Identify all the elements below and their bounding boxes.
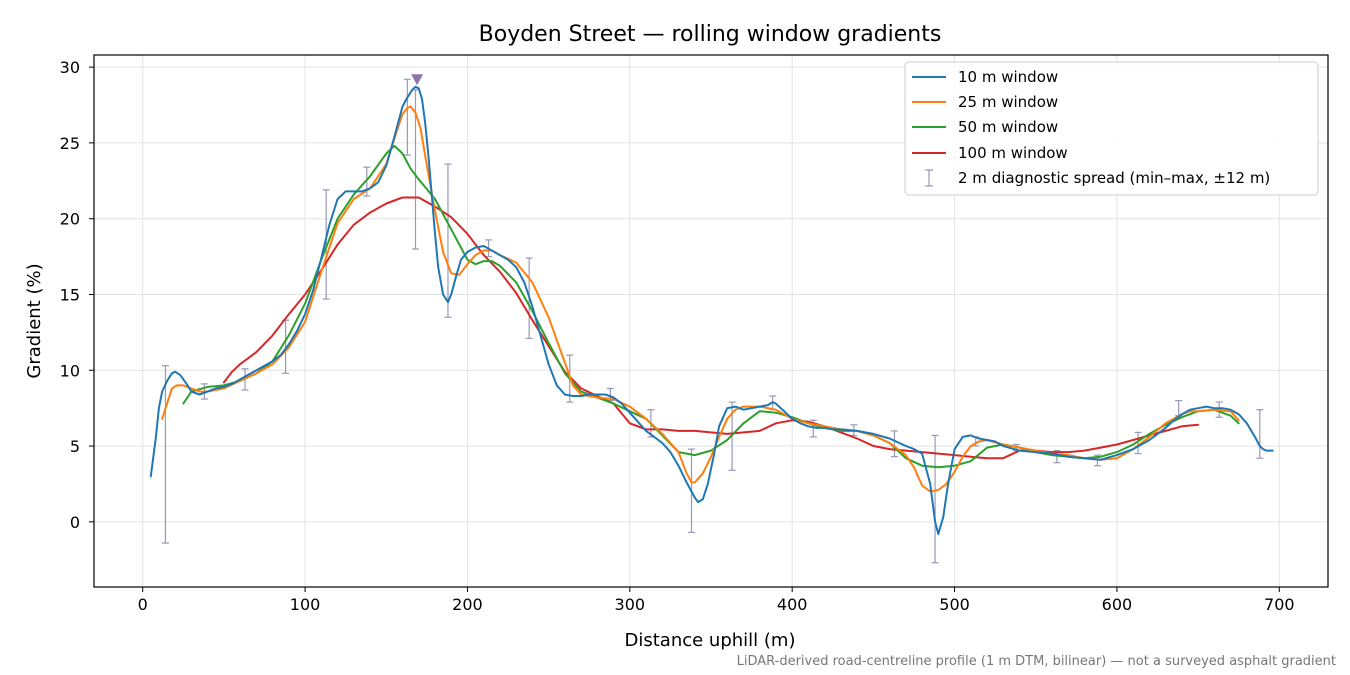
x-tick-label: 300: [615, 595, 646, 614]
series-lines: [149, 85, 1274, 535]
y-tick-label: 10: [60, 361, 80, 380]
legend-label-50m: 50 m window: [958, 118, 1058, 136]
x-tick-label: 700: [1264, 595, 1295, 614]
error-bar: [931, 434, 939, 564]
error-bar: [161, 365, 169, 544]
peak-marker: [411, 74, 424, 86]
y-tick-label: 0: [70, 513, 80, 532]
footnote: LiDAR-derived road-centreline profile (1…: [737, 654, 1336, 669]
y-tick-label: 5: [70, 437, 80, 456]
x-tick-label: 600: [1102, 595, 1133, 614]
legend-label-100m: 100 m window: [958, 144, 1068, 162]
axis-ticks: 0 100 200 300 400 500 600 700 0 5 10 15 20 25 30: [60, 58, 1295, 614]
x-tick-label: 400: [777, 595, 808, 614]
legend-box: [904, 61, 1319, 196]
x-axis-label: Distance uphill (m): [625, 630, 796, 651]
legend-label-25m: 25 m window: [958, 93, 1058, 111]
y-axis-label: Gradient (%): [24, 263, 45, 378]
legend-swatch-errorbar: [925, 169, 933, 187]
x-tick-label: 100: [290, 595, 321, 614]
legend-label-10m: 10 m window: [958, 68, 1058, 86]
x-tick-label: 200: [452, 595, 483, 614]
legend-label-error-bars: 2 m diagnostic spread (min–max, ±12 m): [958, 169, 1270, 187]
chart-title: Boyden Street — rolling window gradients: [479, 22, 942, 47]
peak-marker-layer: [411, 74, 424, 86]
plot-frame: [93, 54, 1329, 588]
error-bar: [890, 430, 898, 458]
y-tick-label: 15: [60, 285, 80, 304]
series-line-10m: [149, 85, 1274, 535]
series-line-25m: [161, 105, 1240, 493]
y-tick-label: 20: [60, 210, 80, 229]
y-tick-label: 30: [60, 58, 80, 77]
x-tick-label: 0: [138, 595, 148, 614]
error-bar: [403, 78, 411, 156]
y-tick-label: 25: [60, 134, 80, 153]
error-bar: [1256, 409, 1264, 459]
error-bar: [1134, 431, 1142, 455]
legend: 10 m window 25 m window 50 m window 100 …: [904, 61, 1319, 196]
error-bar: [322, 189, 330, 300]
x-tick-label: 500: [939, 595, 970, 614]
error-bar: [444, 163, 452, 318]
